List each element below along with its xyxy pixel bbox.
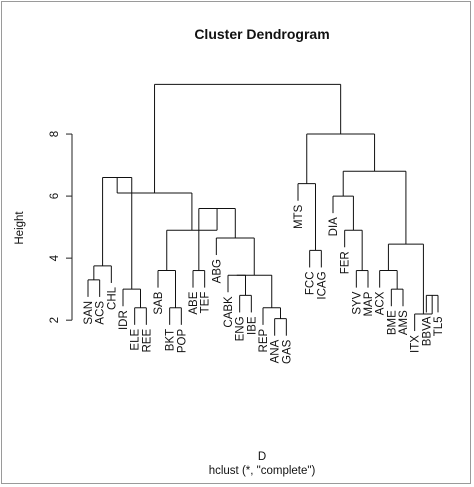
leaf-label: IBE [246,316,258,335]
leaf-label: SAN [83,301,95,325]
x-axis-label: D [258,451,266,463]
leaf-label: GAS [281,339,293,364]
dendrogram-links [87,83,439,336]
leaf-label: AMS [398,310,410,335]
y-axis: 2 4 6 8 [49,131,73,323]
x-axis-subtitle: hclust (*, "complete") [209,465,316,477]
leaf-label: BBVA [421,316,433,346]
leaf-label: IDR [118,310,130,330]
leaf-label: FCC [305,271,317,295]
leaf-label: CABK [223,296,235,328]
y-axis-label: Height [14,211,26,245]
leaf-label: ANA [270,339,282,363]
leaf-label: ICAG [316,271,328,299]
leaf-label: BKT [165,329,177,351]
leaf-label: FER [340,251,352,274]
y-tick-label: 6 [49,193,61,199]
leaf-label: TEF [200,292,212,314]
leaf-label: ABE [188,291,200,314]
leaf-label: MAP [363,291,375,316]
leaf-label: ITX [410,335,422,353]
leaf-label: ELE [130,329,142,351]
leaf-label: DIA [328,217,340,237]
y-tick-label: 8 [49,131,61,137]
leaf-label: ACX [375,291,387,315]
leaf-label: REP [258,329,270,353]
leaf-label: ENG [235,316,247,341]
leaf-label: POP [176,329,188,354]
leaf-label: TL5 [433,316,445,336]
y-tick-label: 2 [49,317,61,323]
leaf-label: CHL [106,286,118,310]
leaf-label: REE [141,329,153,353]
leaf-label: ACS [95,301,107,325]
chart-title: Cluster Dendrogram [194,26,329,42]
y-tick-label: 4 [49,254,61,261]
leaf-label: SYV [351,291,363,314]
leaf-label: SAB [153,291,165,314]
leaf-label: BME [386,310,398,335]
leaf-label: MTS [293,204,305,229]
leaf-label: ABG [211,259,223,283]
